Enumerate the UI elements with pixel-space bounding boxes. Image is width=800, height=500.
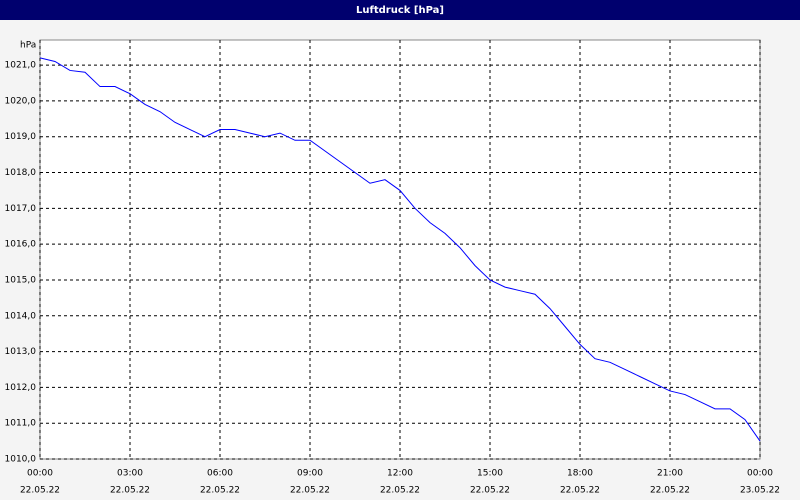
x-tick-date: 23.05.22: [740, 486, 780, 496]
x-tick-date: 22.05.22: [560, 486, 600, 496]
x-tick-date: 22.05.22: [200, 486, 240, 496]
y-tick-label: 1017,0: [5, 204, 37, 214]
x-tick-date: 22.05.22: [20, 486, 60, 496]
x-tick-label: 06:00: [207, 469, 233, 479]
title-bar: [0, 0, 800, 20]
x-tick-date: 22.05.22: [290, 486, 330, 496]
y-tick-label: 1014,0: [5, 311, 37, 321]
x-tick-date: 22.05.22: [650, 486, 690, 496]
x-tick-label: 15:00: [477, 469, 503, 479]
data-line: [39, 57, 761, 442]
y-tick-label: 1021,0: [5, 61, 37, 71]
y-tick-label: 1016,0: [5, 240, 37, 250]
y-tick-label: 1010,0: [5, 455, 37, 465]
y-axis-label: hPa: [20, 41, 36, 51]
x-tick-label: 03:00: [117, 469, 143, 479]
y-tick-label: 1015,0: [5, 275, 37, 285]
x-tick-date: 22.05.22: [470, 486, 510, 496]
x-tick-label: 00:00: [27, 469, 53, 479]
x-tick-label: 12:00: [387, 469, 413, 479]
x-tick-date: 22.05.22: [110, 486, 150, 496]
y-tick-label: 1018,0: [5, 168, 37, 178]
x-tick-label: 18:00: [567, 469, 593, 479]
x-tick-label: 09:00: [297, 469, 323, 479]
chart-title: Luftdruck [hPa]: [356, 5, 444, 16]
y-tick-label: 1020,0: [5, 96, 37, 106]
y-tick-label: 1013,0: [5, 347, 37, 357]
y-tick-label: 1011,0: [5, 419, 37, 429]
y-tick-label: 1019,0: [5, 132, 37, 142]
y-tick-label: 1012,0: [5, 383, 37, 393]
x-tick-label: 21:00: [657, 469, 683, 479]
x-tick-date: 22.05.22: [380, 486, 420, 496]
x-tick-label: 00:00: [747, 469, 773, 479]
